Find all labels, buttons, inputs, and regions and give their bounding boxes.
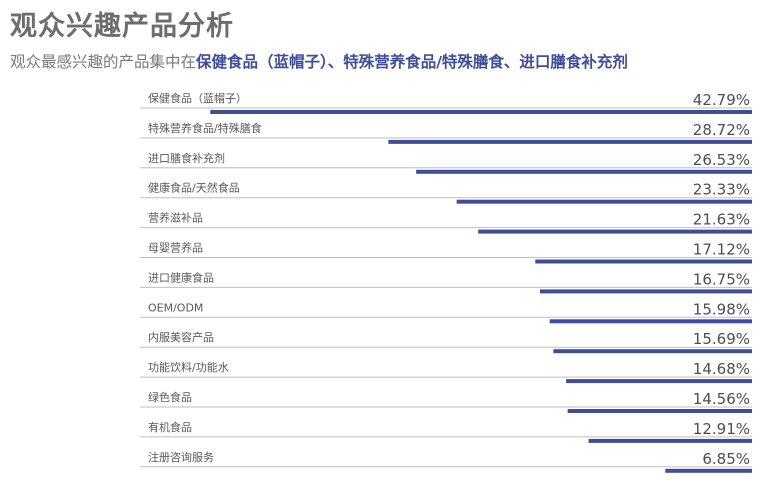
chart-row: 保健食品（蓝帽子） 42.79% bbox=[140, 91, 753, 114]
value-label: 17.12% bbox=[693, 241, 750, 259]
category-label: 母婴营养品 bbox=[148, 241, 203, 255]
chart-row: 母婴营养品 17.12% bbox=[140, 241, 752, 264]
chart-row: 健康食品/天然食品 23.33% bbox=[140, 181, 752, 204]
chart-row: 内服美容产品 15.69% bbox=[140, 330, 752, 354]
value-label: 21.63% bbox=[693, 211, 750, 229]
bar bbox=[539, 289, 752, 294]
category-label: 有机食品 bbox=[148, 420, 192, 434]
chart-row: OEM/ODM 15.98% bbox=[140, 300, 752, 324]
chart-row: 功能饮料/功能水 14.68% bbox=[140, 360, 752, 384]
page-title: 观众兴趣产品分析 bbox=[10, 11, 234, 42]
chart-rows: 保健食品（蓝帽子） 42.79% 特殊营养食品/特殊膳食 28.72% 进口膳食补充剂 2… bbox=[140, 91, 753, 473]
category-label: 营养滋补品 bbox=[148, 211, 203, 225]
bar bbox=[553, 349, 752, 354]
value-label: 15.69% bbox=[693, 330, 750, 348]
chart-row: 绿色食品 14.56% bbox=[140, 390, 752, 413]
category-label: 特殊营养食品/特殊膳食 bbox=[148, 121, 262, 135]
value-label: 15.98% bbox=[693, 300, 750, 318]
chart-row: 进口膳食补充剂 26.53% bbox=[140, 151, 752, 174]
bar bbox=[478, 229, 752, 234]
subtitle-prefix: 观众最感兴趣的产品集中在 bbox=[10, 53, 197, 71]
chart-row: 注册咨询服务 6.85% bbox=[140, 450, 752, 473]
category-label: 绿色食品 bbox=[148, 390, 192, 404]
bar bbox=[456, 199, 752, 204]
bar bbox=[210, 110, 753, 114]
value-label: 14.56% bbox=[693, 390, 750, 408]
bar bbox=[567, 409, 752, 413]
page-subtitle: 观众最感兴趣的产品集中在保健食品（蓝帽子）、特殊营养食品/特殊膳食、进口膳食补充… bbox=[10, 50, 628, 72]
category-label: 健康食品/天然食品 bbox=[148, 181, 240, 195]
bar bbox=[665, 468, 752, 473]
value-label: 6.85% bbox=[702, 450, 750, 468]
bar bbox=[388, 139, 752, 144]
category-label: 进口膳食补充剂 bbox=[148, 151, 225, 165]
value-label: 26.53% bbox=[693, 151, 750, 169]
bar bbox=[566, 379, 752, 384]
chart-row: 进口健康食品 16.75% bbox=[140, 270, 752, 294]
bar bbox=[416, 169, 752, 174]
chart-row: 有机食品 12.91% bbox=[140, 420, 752, 443]
value-label: 16.75% bbox=[693, 270, 750, 288]
value-label: 14.68% bbox=[693, 360, 750, 378]
category-label: 进口健康食品 bbox=[148, 270, 214, 284]
value-label: 12.91% bbox=[693, 420, 750, 438]
subtitle-highlight: 保健食品（蓝帽子）、特殊营养食品/特殊膳食、进口膳食补充剂 bbox=[196, 53, 628, 71]
category-label: 内服美容产品 bbox=[148, 330, 214, 344]
category-label: 注册咨询服务 bbox=[148, 450, 214, 464]
chart-row: 特殊营养食品/特殊膳食 28.72% bbox=[140, 121, 752, 144]
bar bbox=[549, 319, 752, 324]
category-label: 保健食品（蓝帽子） bbox=[148, 91, 247, 105]
category-label: OEM/ODM bbox=[148, 301, 203, 314]
bar bbox=[588, 438, 752, 443]
bar bbox=[535, 259, 752, 264]
value-label: 23.33% bbox=[693, 181, 750, 199]
value-label: 28.72% bbox=[693, 121, 750, 139]
category-label: 功能饮料/功能水 bbox=[148, 360, 229, 374]
value-label: 42.79% bbox=[693, 91, 750, 109]
chart-row: 营养滋补品 21.63% bbox=[140, 211, 752, 234]
